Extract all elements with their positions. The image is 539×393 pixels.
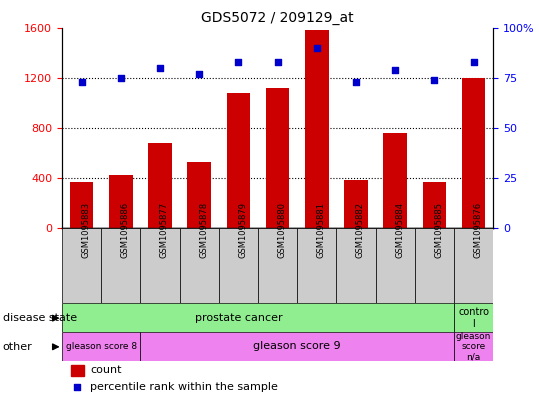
Bar xyxy=(101,228,140,303)
Text: GSM1095883: GSM1095883 xyxy=(81,202,91,258)
Bar xyxy=(70,182,93,228)
Bar xyxy=(62,228,101,303)
Text: GSM1095880: GSM1095880 xyxy=(278,202,287,258)
Bar xyxy=(219,228,258,303)
Text: GSM1095885: GSM1095885 xyxy=(434,202,444,258)
Bar xyxy=(148,143,172,228)
Bar xyxy=(266,88,289,228)
Bar xyxy=(454,332,493,361)
Bar xyxy=(305,30,329,228)
Point xyxy=(391,66,399,73)
Bar xyxy=(226,93,250,228)
Text: percentile rank within the sample: percentile rank within the sample xyxy=(90,382,278,392)
Bar xyxy=(383,133,407,228)
Text: GSM1095886: GSM1095886 xyxy=(121,202,130,258)
Point xyxy=(313,44,321,51)
Text: prostate cancer: prostate cancer xyxy=(195,313,282,323)
Bar xyxy=(415,228,454,303)
Bar xyxy=(140,332,454,361)
Bar xyxy=(376,228,415,303)
Bar xyxy=(454,303,493,332)
Point xyxy=(73,384,81,390)
Point xyxy=(430,77,439,83)
Text: gleason score 8: gleason score 8 xyxy=(66,342,137,351)
Point xyxy=(156,64,164,71)
Bar xyxy=(344,180,368,228)
Point xyxy=(116,75,125,81)
Bar xyxy=(188,162,211,228)
Text: count: count xyxy=(90,365,121,375)
Point xyxy=(77,79,86,85)
Bar xyxy=(462,78,485,228)
Text: GSM1095877: GSM1095877 xyxy=(160,202,169,258)
Text: other: other xyxy=(3,342,32,352)
Text: disease state: disease state xyxy=(3,313,77,323)
Text: GSM1095876: GSM1095876 xyxy=(474,202,482,258)
Text: GSM1095878: GSM1095878 xyxy=(199,202,208,258)
Bar xyxy=(179,228,219,303)
Bar xyxy=(140,228,179,303)
Bar xyxy=(336,228,376,303)
Bar xyxy=(71,365,84,376)
Point xyxy=(469,59,478,65)
Text: GSM1095879: GSM1095879 xyxy=(238,202,247,258)
Text: contro
l: contro l xyxy=(458,307,489,329)
Bar xyxy=(423,182,446,228)
Bar xyxy=(258,228,297,303)
Point xyxy=(351,79,360,85)
Title: GDS5072 / 209129_at: GDS5072 / 209129_at xyxy=(201,11,354,25)
Point xyxy=(273,59,282,65)
Bar xyxy=(109,175,133,228)
Text: GSM1095882: GSM1095882 xyxy=(356,202,365,258)
Bar xyxy=(454,228,493,303)
Bar xyxy=(297,228,336,303)
Text: gleason score 9: gleason score 9 xyxy=(253,342,341,351)
Text: GSM1095884: GSM1095884 xyxy=(395,202,404,258)
Point xyxy=(195,70,204,77)
Bar xyxy=(62,332,140,361)
Point xyxy=(234,59,243,65)
Text: GSM1095881: GSM1095881 xyxy=(317,202,326,258)
Text: gleason
score
n/a: gleason score n/a xyxy=(456,332,491,361)
